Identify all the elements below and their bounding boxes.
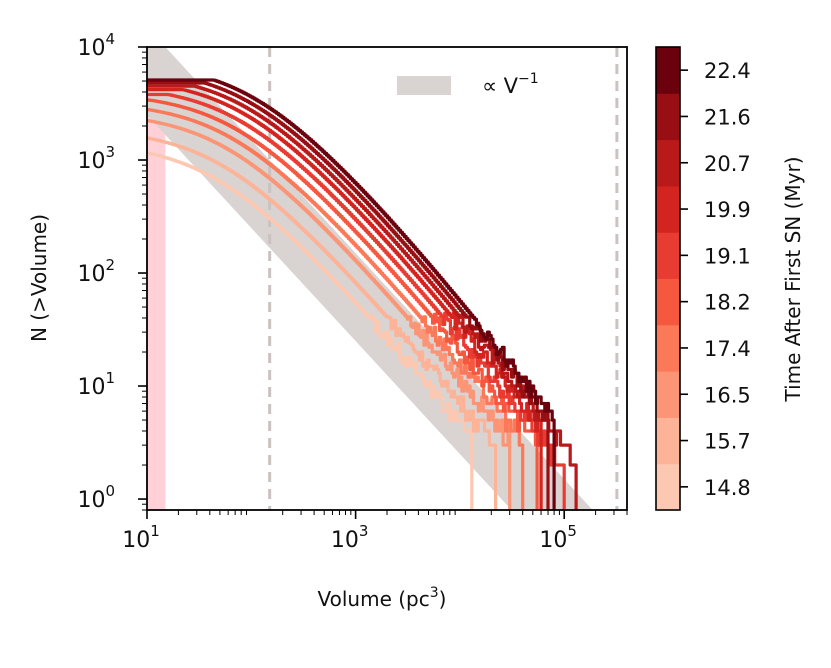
series-line-16-5 bbox=[147, 119, 512, 510]
colorbar-segment-1 bbox=[656, 463, 680, 511]
y-tick-label-1: 100 bbox=[77, 482, 115, 513]
colorbar-tick-label-4: 17.4 bbox=[704, 337, 751, 361]
series-line-15-7 bbox=[147, 136, 498, 510]
colorbar-segment-7 bbox=[656, 185, 680, 233]
legend-label: ∝ V−1 bbox=[482, 71, 539, 98]
colorbar-segment-8 bbox=[656, 139, 680, 187]
legend-swatch bbox=[397, 76, 451, 95]
colorbar-segment-2 bbox=[656, 417, 680, 465]
colorbar-segment-5 bbox=[656, 278, 680, 326]
series-line-19-9 bbox=[147, 88, 543, 510]
series-line-20-7 bbox=[147, 84, 578, 510]
colorbar-tick-label-8: 20.7 bbox=[704, 152, 751, 176]
colorbar-tick-label-1: 14.8 bbox=[704, 476, 751, 500]
colorbar-label: Time After First SN (Myr) bbox=[781, 156, 805, 402]
x-tick-label-3: 105 bbox=[539, 522, 577, 553]
legend: ∝ V−1 bbox=[397, 71, 539, 98]
colorbar-segment-9 bbox=[656, 93, 680, 141]
colorbar-tick-label-7: 19.9 bbox=[704, 198, 751, 222]
colorbar-segment-3 bbox=[656, 371, 680, 418]
series-line-17-4 bbox=[147, 107, 525, 510]
colorbar-tick-label-6: 19.1 bbox=[704, 244, 751, 268]
series-line-18-2 bbox=[147, 98, 539, 510]
colorbar-tick-label-3: 16.5 bbox=[704, 383, 751, 407]
colorbar-segment-6 bbox=[656, 232, 680, 279]
colorbar: 14.8 15.7 16.5 17.4 18.2 19.1 19.9 20.7 21.6 22.4 bbox=[655, 46, 751, 511]
series-line-19-1 bbox=[147, 92, 566, 510]
x-tick-label-2: 103 bbox=[331, 522, 369, 553]
y-tick-label-4: 103 bbox=[77, 143, 115, 174]
series-line-22-4 bbox=[147, 78, 556, 510]
colorbar-segment-4 bbox=[656, 324, 680, 372]
shaded-region bbox=[147, 47, 166, 510]
y-tick-label-5: 104 bbox=[77, 30, 115, 61]
colorbar-tick-label-10: 22.4 bbox=[704, 59, 751, 83]
colorbar-tick-label-9: 21.6 bbox=[704, 105, 751, 129]
series-line-14-8 bbox=[147, 151, 474, 510]
y-tick-label-3: 102 bbox=[77, 256, 115, 287]
x-axis-label: Volume (pc3) bbox=[318, 585, 447, 611]
y-axis-label: N (>Volume) bbox=[27, 214, 51, 342]
colorbar-tick-label-2: 15.7 bbox=[704, 430, 751, 454]
y-tick-label-2: 101 bbox=[77, 369, 115, 400]
colorbar-frame bbox=[655, 46, 681, 511]
x-tick-label-1: 101 bbox=[122, 522, 160, 553]
colorbar-tick-label-5: 18.2 bbox=[704, 291, 751, 315]
colorbar-segment-10 bbox=[656, 47, 680, 94]
